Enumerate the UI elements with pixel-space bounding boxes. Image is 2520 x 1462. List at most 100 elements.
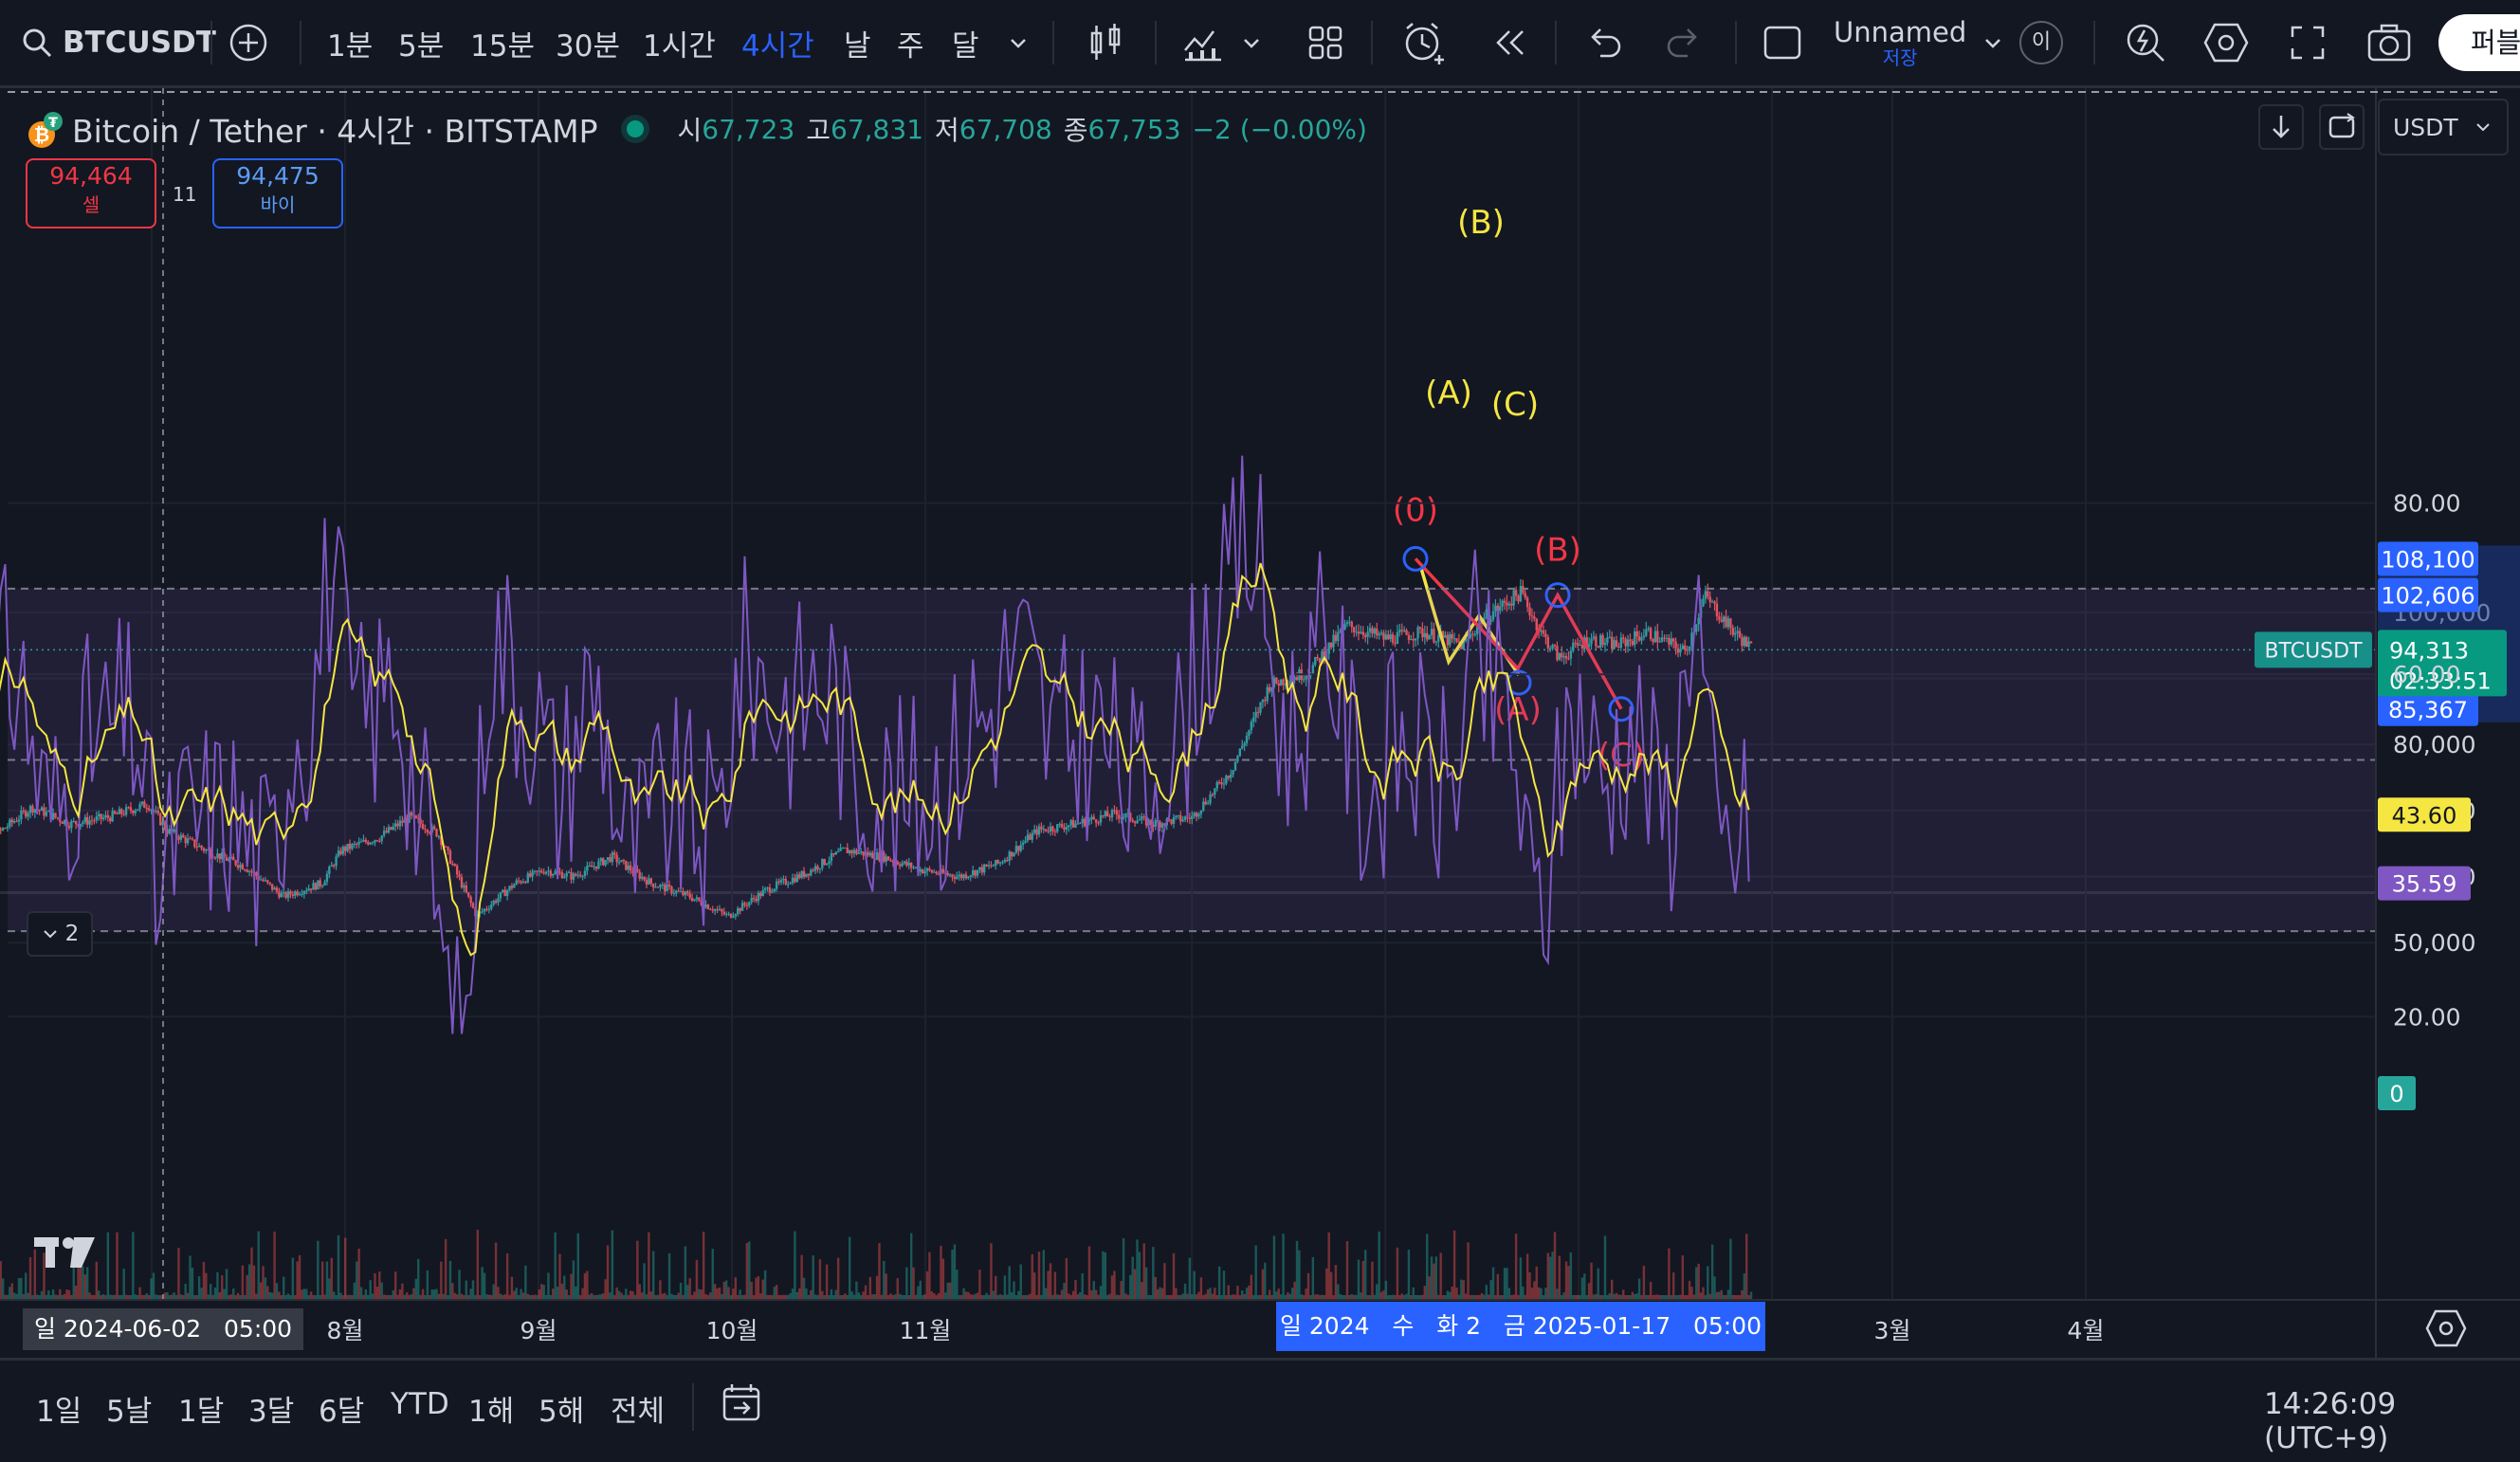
axis-settings-button[interactable] [2425, 1307, 2467, 1353]
volume-bar [560, 1283, 564, 1299]
currency-select[interactable]: USDT [2378, 99, 2509, 155]
layout-name-button[interactable]: Unnamed 저장 [1834, 0, 1966, 85]
candle-body [547, 870, 550, 872]
chart-title[interactable]: Bitcoin / Tether · 4시간 · BITSTAMP [72, 113, 598, 150]
candle-body [631, 870, 634, 873]
chart-canvas[interactable]: 50,00060,00070,00080,000100,0007월8월9월10월… [0, 88, 2520, 1358]
interval-0[interactable]: 1분 [327, 28, 374, 64]
layout-dropdown[interactable] [1981, 0, 2004, 85]
auto-scale-button[interactable] [2319, 104, 2365, 150]
candle-body [542, 872, 545, 874]
interval-3[interactable]: 30분 [556, 28, 620, 64]
replay-button[interactable] [1488, 0, 1530, 85]
clock[interactable]: 14:26:09 (UTC+9) [2264, 1387, 2397, 1455]
volume-bar [1587, 1283, 1591, 1299]
buy-button[interactable]: 94,475 바이 [212, 158, 343, 228]
layouts-button[interactable] [1306, 0, 1344, 85]
tradingview-logo[interactable] [32, 1234, 99, 1275]
volume-bar [1660, 1294, 1664, 1299]
range-button-1[interactable]: 5날 [106, 1395, 153, 1429]
redo-button[interactable] [1665, 0, 1703, 85]
candle-body [1364, 634, 1367, 637]
scroll-to-latest-button[interactable] [2258, 104, 2304, 150]
volume-bar [1254, 1245, 1257, 1299]
snapshot-button[interactable] [2366, 0, 2412, 85]
candle-body [1514, 590, 1518, 596]
volume-bar [732, 1288, 735, 1299]
alert-button[interactable] [1401, 0, 1447, 85]
range-button-3[interactable]: 3달 [248, 1395, 295, 1429]
sell-button[interactable]: 94,464 셀 [26, 158, 156, 228]
layout-checkbox[interactable] [1762, 0, 1803, 85]
volume-bar [1037, 1252, 1041, 1299]
candle-body [935, 871, 938, 874]
volume-bar [1637, 1278, 1641, 1299]
volume-bar [1357, 1259, 1360, 1299]
candle-body [43, 807, 46, 816]
candle-body [1645, 629, 1648, 636]
interval-4[interactable]: 1시간 [643, 28, 716, 64]
range-button-2[interactable]: 1달 [178, 1395, 225, 1429]
interval-5[interactable]: 4시간 [741, 28, 814, 64]
quick-search-button[interactable] [2124, 0, 2167, 85]
candle-body [1343, 624, 1346, 630]
symbol-search[interactable]: BTCUSDT [21, 0, 216, 85]
volume-bar [38, 1294, 41, 1299]
volume-bar [700, 1288, 703, 1299]
volume-bar [1741, 1289, 1744, 1299]
volume-bar [1183, 1283, 1187, 1299]
candle-body [1314, 656, 1317, 666]
undo-button[interactable] [1585, 0, 1623, 85]
goto-date-button[interactable] [721, 1381, 764, 1429]
volume-bar [1726, 1289, 1730, 1299]
candle-body [1720, 619, 1723, 622]
volume-bar [1433, 1263, 1435, 1299]
candle-body [401, 820, 404, 823]
volume-bar [1402, 1294, 1406, 1299]
market-status-dot[interactable] [626, 120, 644, 137]
volume-bar [1284, 1294, 1287, 1299]
range-button-4[interactable]: 6달 [319, 1395, 365, 1429]
candle-body [1204, 801, 1207, 805]
intervals-dropdown[interactable] [1007, 0, 1030, 85]
volume-bar [351, 1294, 354, 1299]
compare-button[interactable] [228, 0, 269, 85]
volume-bar [1540, 1288, 1543, 1299]
indicators-button[interactable] [1181, 0, 1263, 85]
volume-bar [773, 1287, 776, 1299]
candle-body [328, 867, 331, 874]
candle-body [1396, 631, 1399, 645]
interval-8[interactable]: 달 [952, 28, 979, 64]
candle-body [1144, 816, 1148, 826]
candle-body [956, 876, 959, 880]
volume-bar [1329, 1271, 1333, 1299]
volume-bar [812, 1255, 814, 1299]
volume-bar [1491, 1267, 1495, 1299]
fullscreen-button[interactable] [2289, 0, 2327, 85]
volume-bar [1708, 1293, 1711, 1299]
range-button-5[interactable]: YTD [391, 1387, 449, 1421]
chart-type-button[interactable] [1087, 0, 1124, 85]
interval-7[interactable]: 주 [897, 28, 924, 64]
indicator-collapse-button[interactable]: 2 [27, 911, 93, 957]
publish-button[interactable]: 퍼블 [2438, 0, 2520, 85]
interval-1[interactable]: 5분 [398, 28, 445, 64]
range-button-6[interactable]: 1해 [468, 1395, 515, 1429]
candle-body [802, 870, 806, 877]
range-button-8[interactable]: 전체 [611, 1395, 666, 1429]
user-avatar[interactable]: 이 [2019, 0, 2063, 85]
range-button-7[interactable]: 5해 [539, 1395, 585, 1429]
settings-button[interactable] [2203, 0, 2249, 85]
interval-2[interactable]: 15분 [470, 28, 535, 64]
candle-body [213, 857, 217, 859]
candle-body [1131, 820, 1134, 822]
chart-area[interactable]: 50,00060,00070,00080,000100,0007월8월9월10월… [0, 88, 2520, 1358]
volume-bar [962, 1288, 965, 1299]
candle-body [810, 869, 813, 876]
symbol-name: BTCUSDT [63, 26, 216, 60]
volume-bar [396, 1294, 399, 1299]
interval-6[interactable]: 날 [844, 28, 871, 64]
range-button-0[interactable]: 1일 [36, 1395, 82, 1429]
candle-body [763, 887, 767, 890]
candle-body [1373, 629, 1377, 634]
